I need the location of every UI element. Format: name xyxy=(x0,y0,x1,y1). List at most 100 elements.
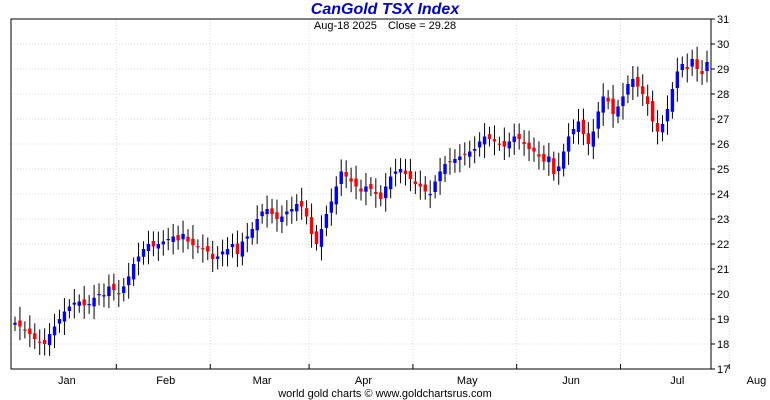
candle xyxy=(131,257,136,286)
candle xyxy=(13,316,17,331)
x-tick-label: Feb xyxy=(156,375,175,387)
y-tick-label: 24 xyxy=(717,189,729,201)
candle-body xyxy=(433,181,437,193)
candle-body xyxy=(596,111,600,129)
candle xyxy=(502,127,507,161)
candle xyxy=(636,66,640,97)
candle xyxy=(329,188,334,226)
candle-body xyxy=(215,256,220,259)
candle xyxy=(314,224,319,251)
candle xyxy=(364,172,368,206)
candle-body xyxy=(18,320,22,327)
candle xyxy=(616,99,620,124)
candle xyxy=(606,90,610,110)
candle-body xyxy=(151,241,156,247)
candle-body xyxy=(581,119,586,134)
candle xyxy=(265,195,269,228)
candle-body xyxy=(507,141,511,149)
candle-body xyxy=(655,123,660,132)
candle-body xyxy=(695,59,699,69)
candle xyxy=(591,119,596,160)
candle xyxy=(42,328,47,356)
candle-body xyxy=(250,229,254,238)
candle xyxy=(438,157,442,195)
candle xyxy=(700,60,704,85)
candle-body xyxy=(235,243,240,254)
y-tick-label: 23 xyxy=(717,214,729,226)
candle xyxy=(433,175,437,199)
candle-body xyxy=(211,253,215,259)
candle-body xyxy=(52,326,57,336)
candle xyxy=(537,141,541,170)
candle-body xyxy=(67,306,72,312)
y-tick-label: 25 xyxy=(717,164,729,176)
candle xyxy=(206,237,210,261)
candle xyxy=(660,115,665,142)
candle-body xyxy=(329,201,334,213)
candle xyxy=(443,155,447,183)
candle xyxy=(290,196,294,224)
candle xyxy=(418,170,423,200)
candle xyxy=(611,84,615,128)
candle xyxy=(112,273,116,301)
candle xyxy=(561,143,566,177)
y-tick-label: 21 xyxy=(717,264,729,276)
candle-body xyxy=(463,153,467,155)
candle-body xyxy=(497,143,502,145)
candle-body xyxy=(314,231,319,244)
candles xyxy=(13,46,709,357)
candle-body xyxy=(448,161,452,163)
y-tick-label: 28 xyxy=(717,89,729,101)
candle xyxy=(423,176,427,200)
candle xyxy=(512,123,516,155)
candle-body xyxy=(131,264,136,280)
x-tick-label: Jan xyxy=(58,375,76,387)
candle xyxy=(487,126,492,147)
candle-body xyxy=(186,236,190,242)
candle xyxy=(497,136,502,151)
y-tick-label: 19 xyxy=(717,314,729,326)
candle xyxy=(532,137,536,162)
candle xyxy=(626,75,630,104)
candle-body xyxy=(290,209,294,212)
candle xyxy=(453,149,457,173)
candle-body xyxy=(275,212,279,219)
y-tick-label: 20 xyxy=(717,289,729,301)
candle-body xyxy=(388,176,393,190)
candle-body xyxy=(240,241,245,257)
candle xyxy=(517,123,521,150)
y-tick-label: 27 xyxy=(717,114,729,126)
candle xyxy=(413,171,418,195)
candle xyxy=(527,130,531,161)
candle xyxy=(468,140,472,168)
x-tick-label: Jul xyxy=(670,375,684,387)
candle xyxy=(650,90,655,133)
candle-body xyxy=(304,208,309,217)
candle xyxy=(215,246,220,270)
candle-body xyxy=(468,151,472,157)
candle xyxy=(151,231,156,257)
candle-body xyxy=(542,153,546,162)
candle xyxy=(354,165,358,200)
candle xyxy=(680,56,684,78)
candle xyxy=(542,145,546,171)
candle xyxy=(477,132,482,157)
candle xyxy=(82,285,86,319)
candle-body xyxy=(196,246,200,248)
candle-body xyxy=(408,171,413,179)
candle-body xyxy=(191,238,195,246)
candle xyxy=(641,74,645,106)
candle xyxy=(596,101,600,139)
candle-body xyxy=(606,97,610,102)
candle-body xyxy=(230,244,235,248)
candle xyxy=(47,323,52,357)
candle xyxy=(220,239,225,267)
candle-body xyxy=(576,121,581,132)
candle-body xyxy=(364,186,368,192)
candle-body xyxy=(324,214,329,228)
candle xyxy=(393,158,398,187)
candle xyxy=(18,306,22,341)
candle xyxy=(295,194,299,222)
candle-body xyxy=(206,246,210,252)
